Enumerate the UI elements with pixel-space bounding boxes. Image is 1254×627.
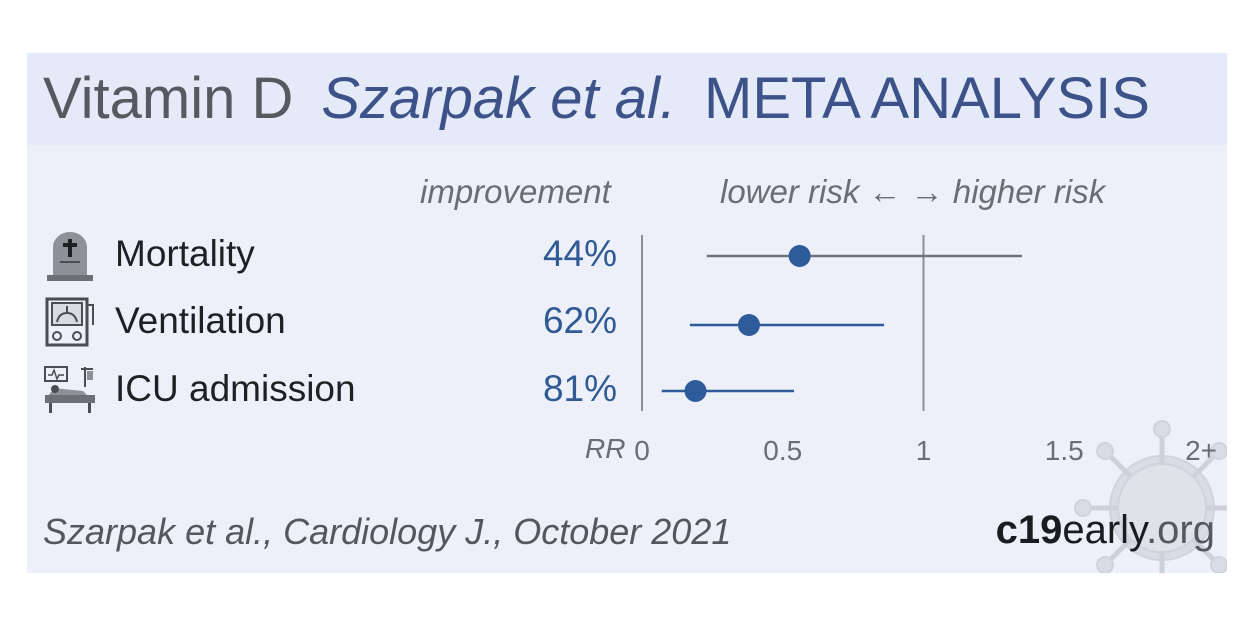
outcome-label-mortality: Mortality (115, 233, 255, 274)
tick-label-3: 1.5 (1045, 435, 1084, 466)
study-author: Szarpak et al. (321, 66, 676, 131)
study-type: META ANALYSIS (704, 66, 1150, 131)
improvement-icu: 81% (542, 368, 617, 409)
virus-icon (1074, 420, 1227, 573)
ventilator-icon (45, 297, 94, 347)
improvement-ventilation: 62% (542, 300, 617, 341)
improvement-mortality: 44% (542, 233, 617, 274)
tick-label-4: 2+ (1185, 435, 1217, 466)
risk-direction-header: lower risk ← → higher risk (720, 173, 1106, 210)
tombstone-icon (47, 232, 93, 281)
summary-card: Vitamin D Szarpak et al. META ANALYSIS (27, 53, 1227, 573)
outcome-label-ventilation: Ventilation (115, 300, 286, 341)
tick-label-1: 0.5 (763, 435, 802, 466)
citation: Szarpak et al., Cardiology J., October 2… (43, 511, 732, 552)
page-title: Vitamin D Szarpak et al. META ANALYSIS (43, 61, 1150, 137)
improvement-header: improvement (420, 173, 611, 210)
brand-part-early: early (1062, 508, 1147, 552)
header-band (27, 53, 1227, 145)
point-estimate-0 (788, 245, 811, 267)
outcome-label-icu: ICU admission (115, 368, 356, 409)
forest-plot: 0 0.5 1 1.5 2+ (634, 235, 1217, 466)
drug-name: Vitamin D (43, 66, 294, 131)
point-estimate-1 (737, 314, 760, 336)
brand-logo[interactable]: c19early.org (996, 508, 1215, 553)
tick-label-0: 0 (634, 435, 650, 466)
brand-part-org: .org (1146, 508, 1215, 552)
tick-label-2: 1 (916, 435, 932, 466)
icu-bed-icon (44, 366, 95, 413)
rr-axis-label: RR (585, 433, 626, 464)
brand-part-c19: c19 (995, 508, 1063, 552)
point-estimate-2 (684, 380, 707, 402)
